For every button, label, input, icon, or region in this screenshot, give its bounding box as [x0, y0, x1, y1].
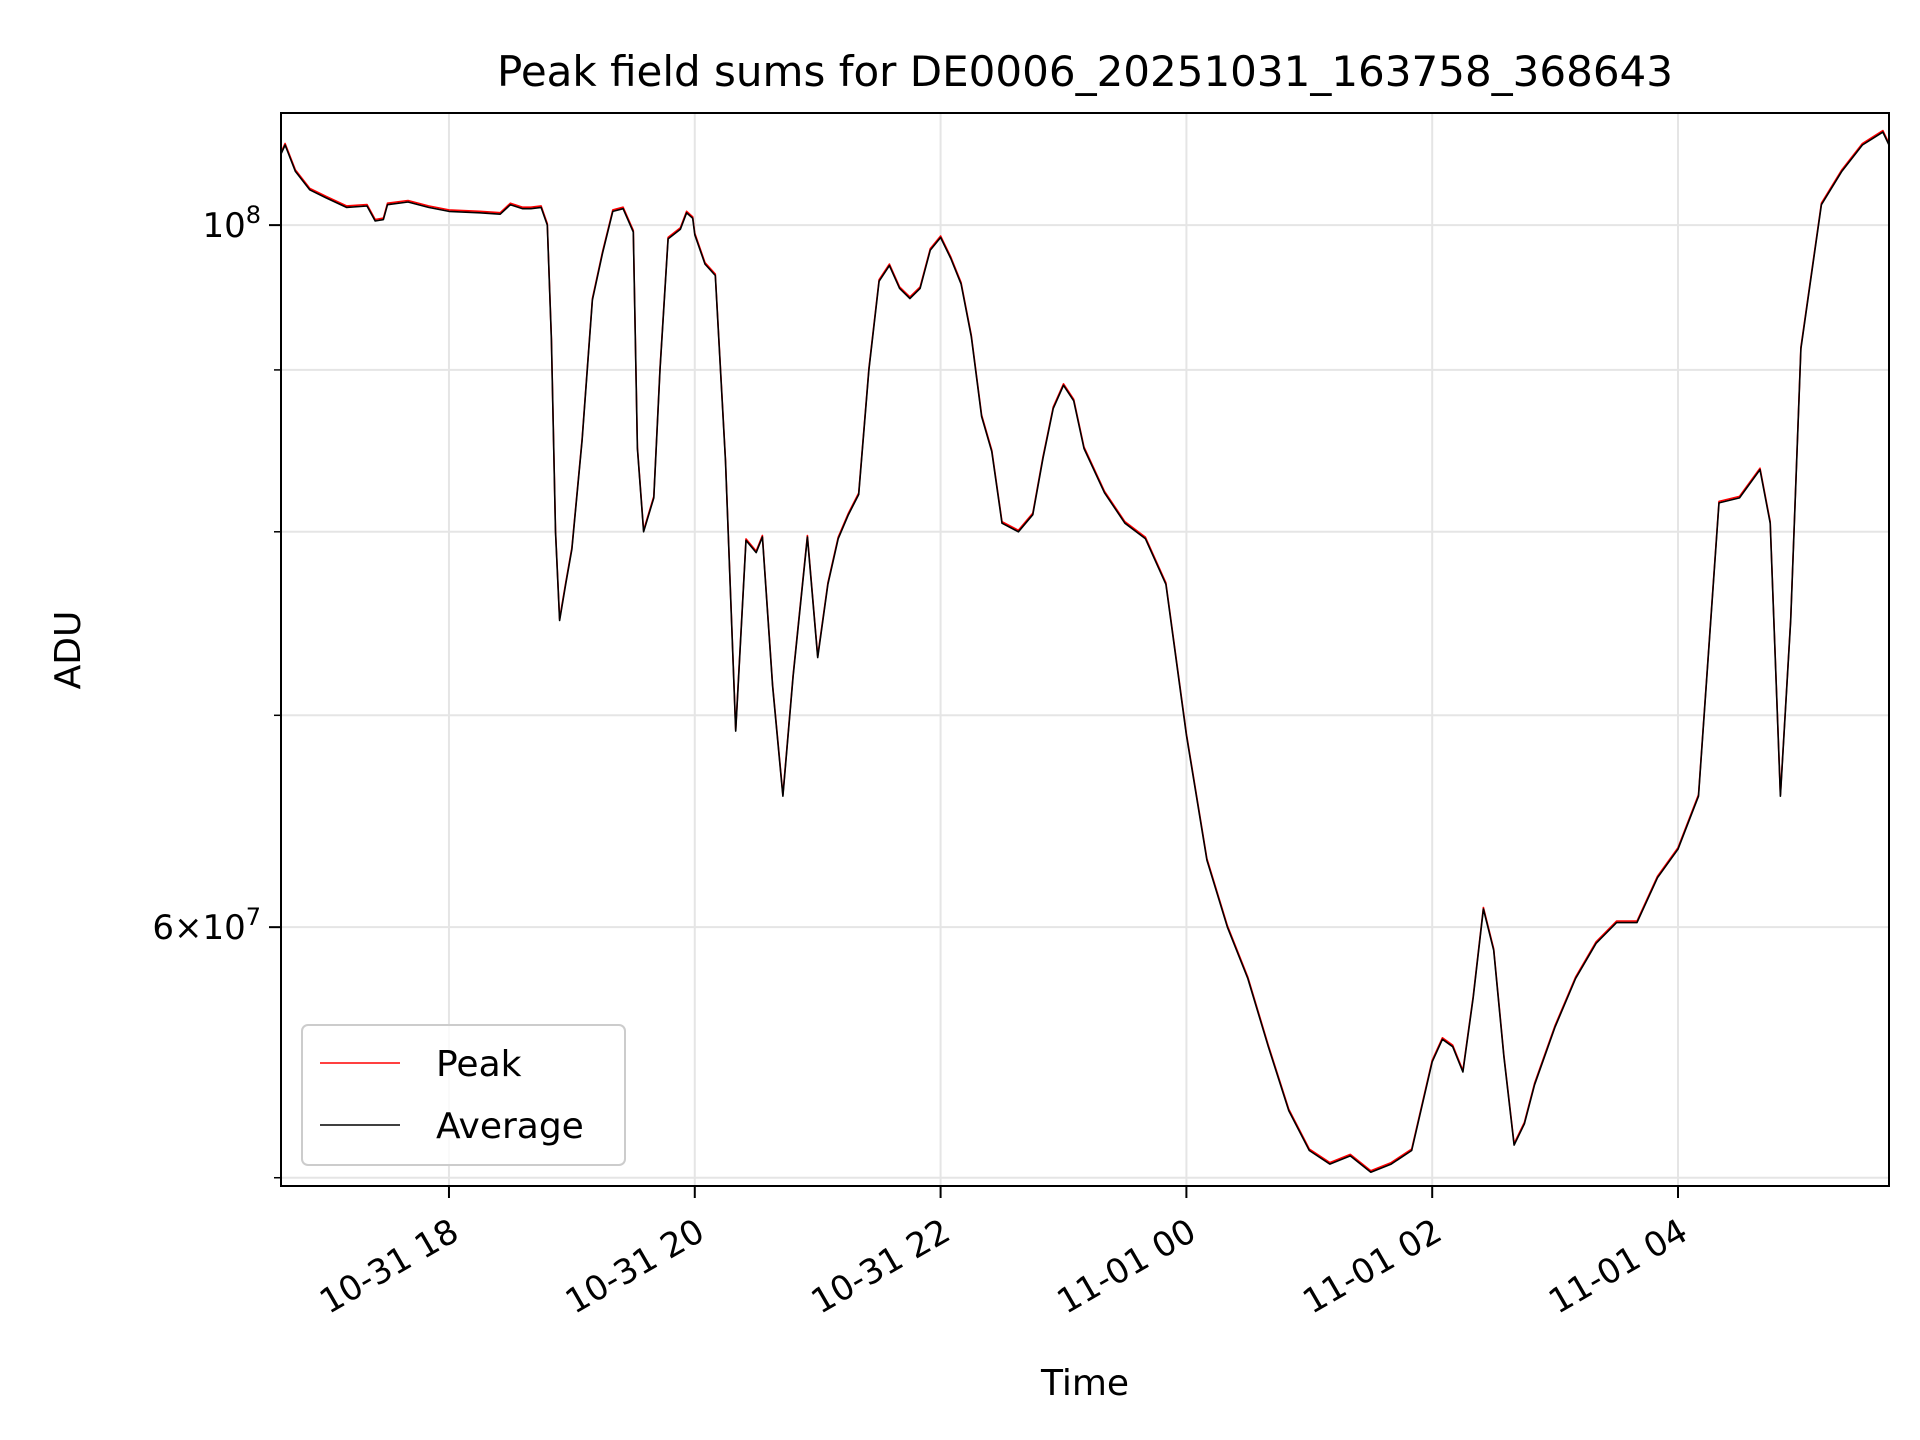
y-tick-label: 108 [202, 201, 261, 246]
legend: Peak Average [301, 1024, 626, 1166]
y-axis-ticks: 108 6×107 [152, 201, 281, 1179]
series-line-average [281, 131, 1889, 1173]
legend-peak-label: Peak [436, 1044, 522, 1085]
grid [281, 113, 1889, 1186]
legend-box [301, 1024, 626, 1166]
y-axis-label: ADU [48, 611, 89, 690]
plot-series [281, 129, 1889, 1173]
plot-frame [280, 112, 1890, 1187]
legend-average-label: Average [436, 1106, 584, 1147]
chart-title: Peak field sums for DE0006_20251031_1637… [497, 47, 1673, 96]
y-tick-label: 6×107 [152, 903, 261, 948]
x-axis-label: Time [1040, 1363, 1129, 1404]
